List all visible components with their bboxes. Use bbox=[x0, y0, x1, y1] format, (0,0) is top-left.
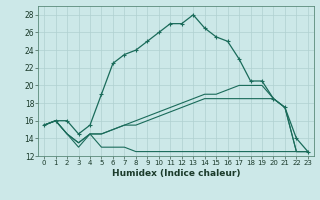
X-axis label: Humidex (Indice chaleur): Humidex (Indice chaleur) bbox=[112, 169, 240, 178]
